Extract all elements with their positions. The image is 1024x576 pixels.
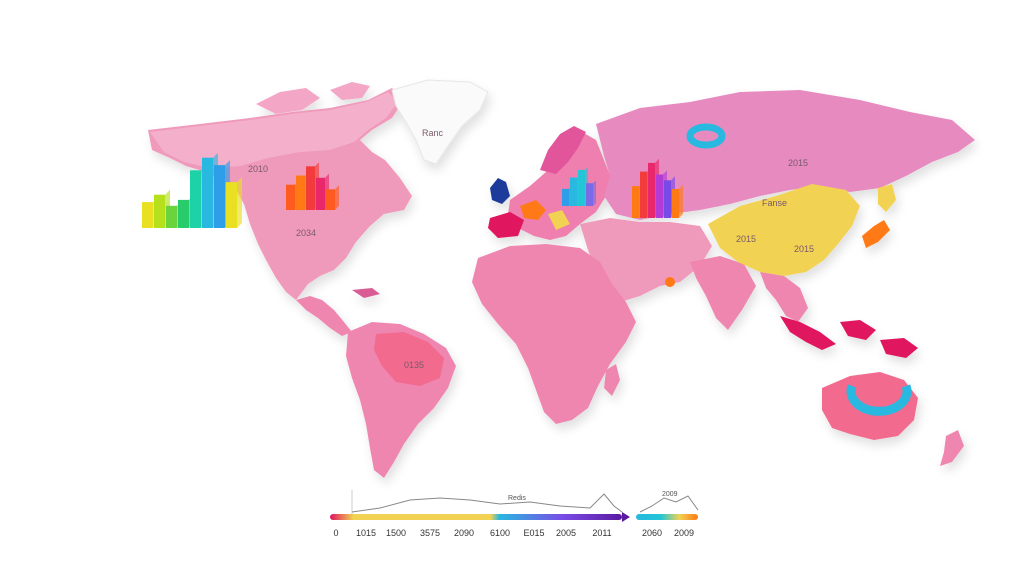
bar bbox=[570, 177, 577, 206]
bar bbox=[586, 183, 593, 206]
marker-dot-india bbox=[665, 277, 675, 287]
timeline-tick-label: 2090 bbox=[454, 528, 474, 538]
region-label-na-1: 2010 bbox=[248, 164, 268, 174]
new-guinea bbox=[880, 338, 918, 358]
brazil-region bbox=[374, 332, 444, 386]
region-label-ru: 2015 bbox=[788, 158, 808, 168]
new-zealand bbox=[940, 430, 964, 466]
greenland-landmass bbox=[391, 79, 489, 165]
bar bbox=[326, 189, 335, 210]
timeline-bar bbox=[330, 514, 622, 520]
timeline-tick-label: 0 bbox=[333, 528, 338, 538]
bar bbox=[578, 169, 585, 206]
southeast-asia-landmass bbox=[760, 272, 808, 322]
africa-landmass bbox=[472, 244, 636, 424]
japan-landmass bbox=[862, 220, 890, 248]
timeline-small: 2009 2060 2009 bbox=[636, 491, 699, 538]
bar-side bbox=[593, 180, 596, 206]
bar bbox=[672, 189, 679, 218]
bar-side bbox=[679, 185, 683, 218]
timeline-tick-label: 6100 bbox=[490, 528, 510, 538]
china-landmass bbox=[708, 184, 860, 276]
bar bbox=[316, 177, 325, 210]
bar-group-canada bbox=[286, 162, 339, 210]
region-label-na-2: 2034 bbox=[296, 228, 316, 238]
bar-side bbox=[237, 177, 242, 228]
bar bbox=[142, 202, 153, 228]
region-label-cn-1: 2015 bbox=[736, 234, 756, 244]
indonesia-islands-2 bbox=[840, 320, 876, 340]
timeline-tick-label: 1500 bbox=[386, 528, 406, 538]
bar bbox=[202, 157, 213, 228]
bar bbox=[214, 165, 225, 228]
bar bbox=[286, 184, 295, 210]
bar-group-europe bbox=[562, 166, 596, 206]
timeline-tick-label: 2011 bbox=[592, 528, 611, 538]
bar bbox=[190, 170, 201, 228]
canada-landmass bbox=[150, 92, 398, 168]
iberia-landmass bbox=[488, 212, 524, 238]
timeline-main: Redis 0 1015 1500 3575 2090 6100 E015 2005 2011 bbox=[330, 490, 630, 538]
bar-group-asia bbox=[632, 158, 683, 218]
timeline-small-title: 2009 bbox=[662, 491, 678, 498]
bar bbox=[656, 174, 663, 218]
bar bbox=[296, 175, 305, 210]
middle-east-landmass bbox=[580, 218, 712, 302]
region-label-cn-2: 2015 bbox=[794, 244, 814, 254]
balkans-patch bbox=[548, 210, 570, 230]
bar bbox=[632, 186, 639, 218]
arctic-island-2 bbox=[330, 82, 370, 100]
bar bbox=[664, 180, 671, 218]
timeline-arrow bbox=[622, 512, 630, 522]
indonesia-islands bbox=[780, 316, 836, 350]
bar bbox=[226, 182, 237, 228]
region-label-sa: 0135 bbox=[404, 360, 424, 370]
bar bbox=[166, 205, 177, 228]
bar bbox=[154, 194, 165, 228]
region-label-cn-3: Fanse bbox=[762, 198, 787, 208]
region-label-gl: Ranc bbox=[422, 128, 444, 138]
timeline-small-tick-label: 2009 bbox=[674, 528, 694, 538]
central-america-landmass bbox=[296, 296, 352, 336]
donut-marker-australia bbox=[846, 384, 912, 416]
bar-side bbox=[335, 185, 339, 210]
madagascar bbox=[604, 364, 620, 396]
central-europe-patch bbox=[520, 200, 546, 220]
bar bbox=[562, 188, 569, 206]
timeline-tick-label: 1015 bbox=[356, 528, 376, 538]
timeline-small-bar bbox=[636, 514, 698, 520]
timeline-small-tick-label: 2060 bbox=[642, 528, 662, 538]
timeline-sparkline bbox=[351, 493, 623, 513]
bar bbox=[178, 199, 189, 228]
bar bbox=[640, 171, 647, 218]
timeline-title: Redis bbox=[508, 495, 526, 502]
bar bbox=[306, 166, 315, 210]
arctic-islands bbox=[256, 88, 320, 114]
caribbean-islands bbox=[352, 288, 380, 298]
timeline-small-ticks: 2060 2009 bbox=[642, 528, 694, 538]
timeline-tick-label: E015 bbox=[523, 528, 544, 538]
bar-group-north-america bbox=[142, 152, 242, 228]
scandinavia-landmass bbox=[540, 126, 586, 174]
india-landmass bbox=[690, 256, 756, 330]
timeline-tick-label: 2005 bbox=[556, 528, 576, 538]
timeline-tick-label: 3575 bbox=[420, 528, 440, 538]
korea-patch bbox=[878, 184, 896, 212]
timeline-small-sparkline bbox=[639, 495, 699, 513]
timeline-ticks: 0 1015 1500 3575 2090 6100 E015 2005 2011 bbox=[333, 528, 611, 538]
donut-marker-russia bbox=[686, 123, 726, 149]
uk-landmass bbox=[490, 178, 510, 204]
continents bbox=[148, 79, 975, 478]
bar bbox=[648, 162, 655, 218]
